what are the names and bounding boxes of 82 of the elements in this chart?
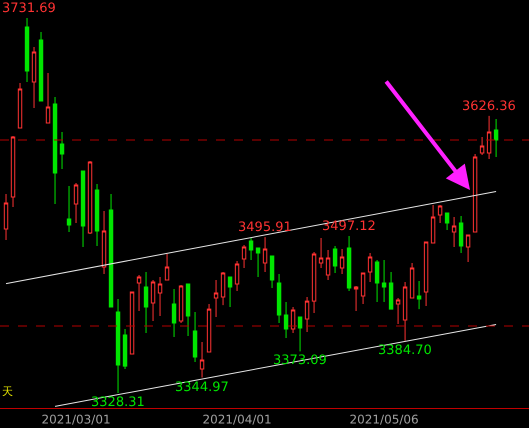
candlestick bbox=[368, 252, 372, 283]
candlestick bbox=[438, 204, 442, 224]
candlestick bbox=[354, 286, 358, 312]
candlestick bbox=[144, 272, 148, 334]
candlestick bbox=[382, 259, 386, 302]
candlestick bbox=[164, 254, 170, 281]
candlestick bbox=[150, 280, 156, 322]
candlestick bbox=[10, 136, 16, 208]
candlestick bbox=[122, 328, 128, 370]
candlestick bbox=[88, 160, 92, 235]
candlestick bbox=[94, 184, 100, 247]
annotation: 3626.36 bbox=[462, 99, 516, 114]
candlestick bbox=[270, 255, 274, 288]
candlestick bbox=[472, 153, 478, 232]
annotation: 3328.31 bbox=[91, 395, 145, 410]
candlestick bbox=[248, 238, 254, 260]
candlestick bbox=[262, 236, 268, 273]
candlestick bbox=[4, 193, 8, 240]
candlestick bbox=[228, 276, 232, 308]
annotation: 天 bbox=[2, 385, 13, 398]
annotation: 3731.69 bbox=[2, 1, 56, 16]
candlestick bbox=[32, 46, 36, 108]
candlestick bbox=[396, 298, 400, 325]
candlestick bbox=[80, 170, 86, 248]
candlestick bbox=[130, 292, 134, 354]
candlestick bbox=[158, 276, 162, 317]
candlestick bbox=[304, 296, 310, 333]
candlestick bbox=[234, 260, 240, 292]
candlestick bbox=[486, 115, 492, 160]
candlestick bbox=[290, 306, 296, 334]
candlestick bbox=[360, 272, 366, 305]
candlestick bbox=[242, 244, 246, 268]
candlestick bbox=[452, 216, 456, 248]
candlestick bbox=[74, 182, 78, 224]
x-tick-label: 2021/05/06 bbox=[349, 412, 419, 426]
annotation: 3344.97 bbox=[175, 380, 229, 395]
candlestick bbox=[388, 272, 394, 310]
candlestick bbox=[24, 17, 30, 83]
candlestick bbox=[444, 212, 450, 231]
candlestick bbox=[298, 316, 302, 352]
candlestick bbox=[38, 31, 44, 102]
candlestick bbox=[430, 204, 436, 244]
candlestick bbox=[116, 298, 120, 394]
candlestick bbox=[60, 131, 64, 170]
candlestick bbox=[214, 280, 218, 318]
candlestick bbox=[220, 272, 226, 306]
candlestick bbox=[410, 262, 414, 298]
candlestick bbox=[284, 302, 288, 338]
candlestick bbox=[480, 136, 484, 156]
candlestick bbox=[172, 288, 176, 338]
annotation: 3384.70 bbox=[378, 343, 432, 358]
candlestick bbox=[102, 210, 106, 275]
candlestick bbox=[424, 242, 428, 306]
candlestick bbox=[374, 259, 380, 302]
x-tick-label: 2021/03/01 bbox=[41, 412, 111, 426]
candlestick bbox=[416, 280, 422, 310]
candlestick bbox=[186, 284, 190, 337]
candlestick bbox=[206, 304, 212, 353]
candlestick bbox=[332, 246, 338, 274]
annotation: 3497.12 bbox=[322, 219, 376, 234]
candlestick bbox=[340, 248, 344, 275]
candlestick bbox=[326, 250, 330, 281]
candlestick bbox=[52, 96, 58, 204]
candlestick bbox=[494, 118, 498, 158]
candlestick bbox=[466, 234, 470, 263]
candlestick bbox=[276, 274, 282, 324]
candlestick bbox=[200, 341, 204, 378]
candlestick bbox=[402, 282, 408, 342]
candlestick bbox=[136, 274, 142, 312]
candlestick bbox=[318, 238, 324, 268]
candlestick bbox=[346, 236, 352, 292]
x-tick-label: 2021/04/01 bbox=[202, 412, 272, 426]
candlestick bbox=[66, 185, 72, 232]
candlestick bbox=[256, 247, 260, 278]
candlestick bbox=[312, 251, 316, 314]
candlestick bbox=[46, 72, 50, 124]
annotation: 3495.91 bbox=[238, 220, 292, 235]
candlestick bbox=[18, 82, 22, 128]
candlestick bbox=[178, 284, 184, 324]
candlestick bbox=[108, 193, 114, 308]
candlestick bbox=[458, 215, 464, 254]
candlestick bbox=[192, 312, 198, 362]
